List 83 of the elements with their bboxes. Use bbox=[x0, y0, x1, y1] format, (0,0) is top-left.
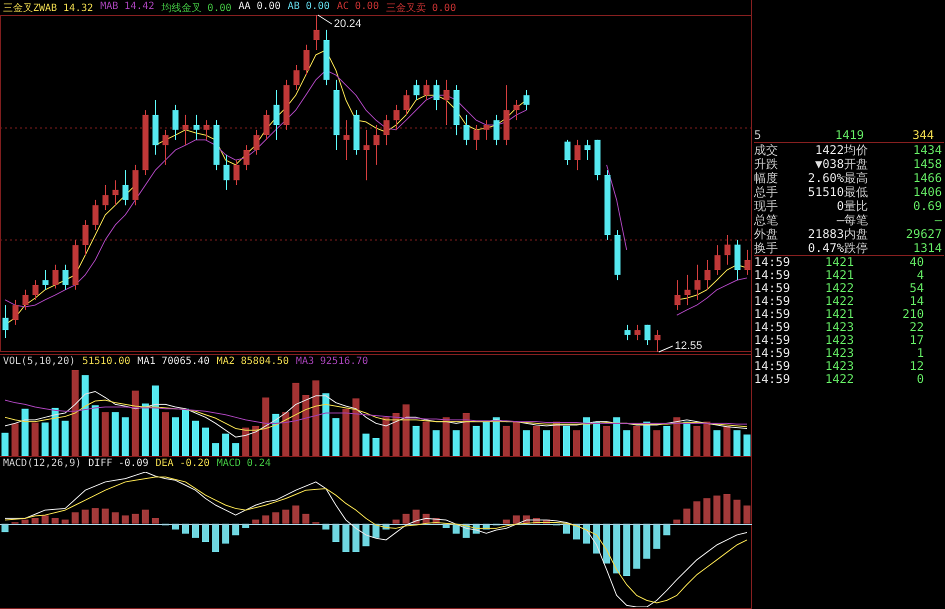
text: 总手 bbox=[754, 185, 779, 199]
text: 344 bbox=[911, 128, 934, 142]
text: 开盘 bbox=[844, 157, 869, 171]
text: 量比 bbox=[844, 199, 869, 213]
text: ▼038 bbox=[814, 157, 844, 171]
text: — bbox=[934, 213, 942, 227]
text: 1422 bbox=[824, 372, 854, 386]
text: 幅度 bbox=[754, 171, 779, 185]
text: 2.60% bbox=[806, 171, 844, 185]
text: 51510.00 bbox=[82, 356, 130, 367]
text: 0 bbox=[836, 199, 844, 213]
text: 1422 bbox=[824, 281, 854, 295]
text: 54 bbox=[908, 281, 924, 295]
text: 1 bbox=[916, 346, 924, 360]
text: 1314 bbox=[912, 241, 942, 255]
text: 0 bbox=[916, 372, 924, 386]
text: 0.69 bbox=[912, 199, 942, 213]
text: 总笔 bbox=[754, 213, 779, 227]
text: MA1 70065.40 bbox=[137, 356, 210, 367]
text: 1423 bbox=[824, 320, 854, 334]
text: 成交 bbox=[754, 143, 779, 157]
text: 21883 bbox=[806, 227, 844, 241]
text: 29627 bbox=[904, 227, 942, 241]
text: 现手 bbox=[754, 199, 779, 213]
text: MA3 92516.70 bbox=[296, 356, 368, 367]
text: 跌停 bbox=[844, 241, 869, 255]
text: 22 bbox=[908, 320, 924, 334]
text: 5 bbox=[754, 128, 762, 142]
text: DIFF -0.09 bbox=[88, 458, 148, 469]
text: 1406 bbox=[912, 185, 942, 199]
text: 14:59 bbox=[754, 307, 792, 321]
text: 210 bbox=[901, 307, 924, 321]
annotation: 12.55 bbox=[674, 340, 702, 352]
text: 14:59 bbox=[754, 359, 792, 373]
text: AA 0.00 bbox=[238, 1, 281, 14]
text: 14:59 bbox=[754, 372, 792, 386]
text: 每笔 bbox=[844, 213, 869, 227]
text: 升跌 bbox=[754, 157, 779, 171]
text: AC 0.00 bbox=[336, 1, 379, 14]
text: 均价 bbox=[844, 143, 869, 157]
text: 内盘 bbox=[844, 227, 869, 241]
text: 14:59 bbox=[754, 346, 792, 360]
text: MACD(12,26,9) bbox=[3, 458, 82, 469]
text: 1422 bbox=[814, 143, 844, 157]
text: 14 bbox=[908, 294, 924, 308]
text: DEA -0.20 bbox=[156, 458, 210, 469]
text: 1421 bbox=[824, 255, 854, 269]
text: 51510 bbox=[806, 185, 844, 199]
text: 最高 bbox=[844, 171, 869, 185]
text: 外盘 bbox=[754, 227, 779, 241]
text: 14:59 bbox=[754, 320, 792, 334]
text: 4 bbox=[916, 268, 924, 282]
text: 换手 bbox=[754, 241, 779, 255]
text: 1423 bbox=[824, 359, 854, 373]
text: 14:59 bbox=[754, 255, 792, 269]
text: 1423 bbox=[824, 346, 854, 360]
text: MACD 0.24 bbox=[216, 458, 271, 469]
text: 1466 bbox=[912, 171, 942, 185]
text: 40 bbox=[908, 255, 924, 269]
text: MAB 14.42 bbox=[100, 1, 154, 14]
text: 1421 bbox=[824, 307, 854, 321]
annotation: 20.24 bbox=[334, 18, 362, 30]
text: 1458 bbox=[912, 157, 942, 171]
text: 1419 bbox=[834, 128, 864, 142]
text: 14:59 bbox=[754, 281, 792, 295]
text: 1434 bbox=[912, 143, 942, 157]
text: 1421 bbox=[824, 268, 854, 282]
text: 12 bbox=[908, 359, 924, 373]
text: 三金叉ZWAB 14.32 bbox=[3, 2, 94, 15]
text: 最低 bbox=[844, 185, 869, 199]
text: 14:59 bbox=[754, 268, 792, 282]
text: 14:59 bbox=[754, 333, 792, 347]
text: 0.47% bbox=[806, 241, 844, 255]
text: 1423 bbox=[824, 333, 854, 347]
text: 三金叉卖 0.00 bbox=[386, 2, 456, 15]
text: — bbox=[836, 213, 844, 227]
text: 均线金叉 0.00 bbox=[161, 2, 232, 15]
text: 17 bbox=[908, 333, 924, 347]
text: MA2 85804.50 bbox=[216, 356, 289, 367]
text: AB 0.00 bbox=[288, 1, 330, 14]
text: 1422 bbox=[824, 294, 854, 308]
text: 14:59 bbox=[754, 294, 792, 308]
text: VOL(5,10,20) bbox=[3, 356, 76, 367]
